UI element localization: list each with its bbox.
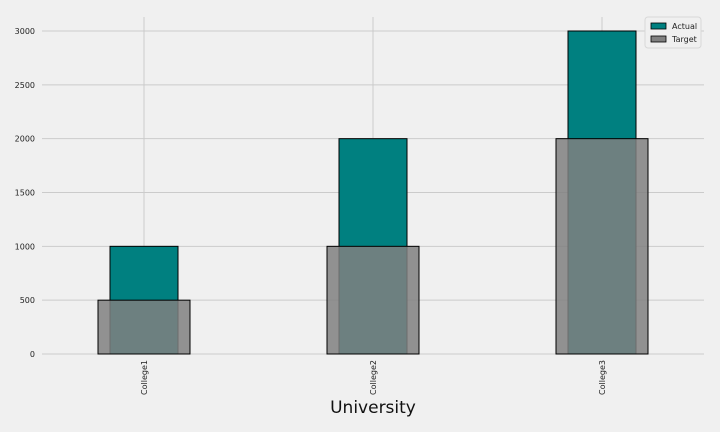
- y-tick-label: 3000: [15, 27, 35, 36]
- y-tick-label: 500: [20, 296, 35, 305]
- legend-swatch: [650, 22, 667, 30]
- bar-target-College3: [555, 138, 649, 355]
- legend-swatch: [650, 35, 667, 43]
- y-tick-label: 1500: [15, 188, 35, 197]
- y-tick-label: 2000: [15, 135, 35, 144]
- x-tick-label: College2: [369, 360, 378, 395]
- x-tick-label: College1: [140, 360, 149, 395]
- legend: Actual Target: [644, 16, 702, 49]
- y-axis-ticks: 0 500 1000 1500 2000 2500 3000: [15, 27, 35, 359]
- bar-target-College2: [326, 245, 420, 355]
- y-tick-label: 2500: [15, 81, 35, 90]
- y-tick-label: 0: [30, 350, 35, 359]
- x-axis-label: University: [330, 398, 416, 418]
- x-axis-ticks: College1 College2 College3: [140, 360, 607, 395]
- bar-target-College1: [97, 299, 191, 355]
- y-tick-label: 1000: [15, 242, 35, 251]
- legend-label: Target: [671, 35, 697, 44]
- legend-label: Actual: [672, 22, 697, 31]
- x-tick-label: College3: [598, 360, 607, 395]
- bars: [97, 30, 649, 355]
